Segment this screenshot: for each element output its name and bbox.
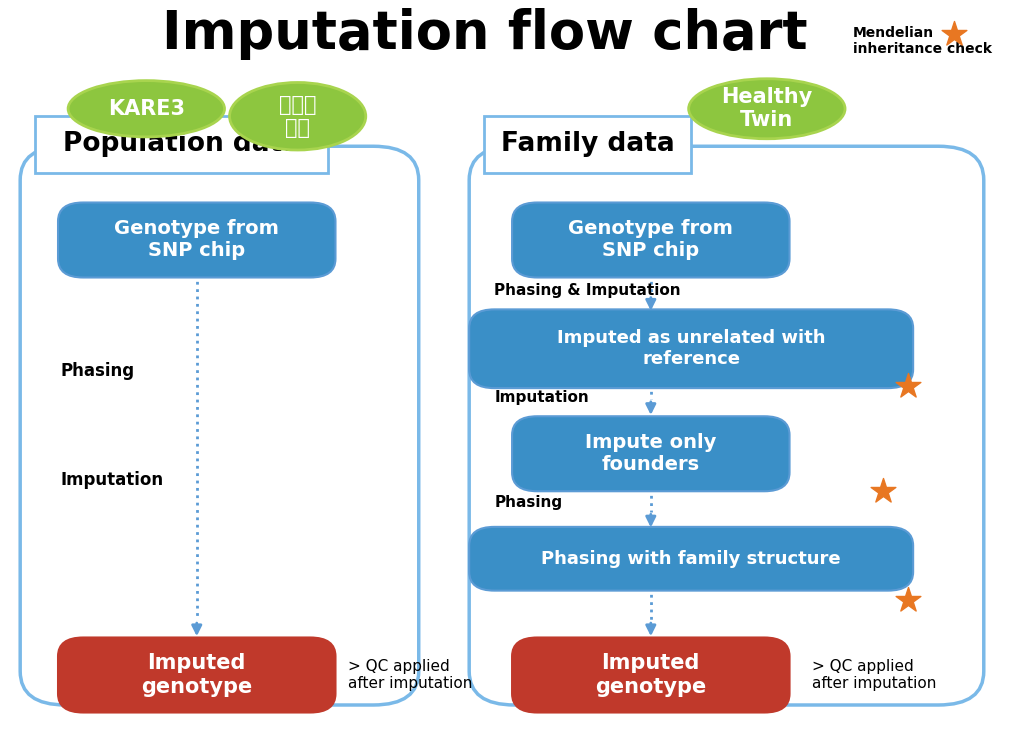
Text: Population data: Population data [63, 131, 301, 158]
Text: Phasing with family structure: Phasing with family structure [542, 550, 840, 568]
Point [900, 380, 916, 392]
Text: KARE3: KARE3 [108, 99, 185, 118]
Text: Imputed
genotype: Imputed genotype [595, 653, 706, 697]
Text: Impute only
founders: Impute only founders [585, 433, 716, 474]
Text: Genotype from
SNP chip: Genotype from SNP chip [568, 220, 734, 260]
FancyBboxPatch shape [59, 638, 335, 712]
Ellipse shape [68, 81, 225, 136]
Text: > QC applied
after imputation: > QC applied after imputation [348, 658, 472, 692]
Point [875, 485, 891, 497]
Text: Phasing: Phasing [61, 362, 134, 380]
FancyBboxPatch shape [512, 638, 789, 712]
Text: Healthy
Twin: Healthy Twin [721, 87, 812, 130]
FancyBboxPatch shape [512, 202, 789, 278]
Text: Family data: Family data [500, 131, 675, 158]
FancyBboxPatch shape [469, 309, 913, 388]
Ellipse shape [688, 79, 846, 139]
Point [945, 28, 962, 40]
FancyBboxPatch shape [512, 416, 789, 491]
Text: Imputed
genotype: Imputed genotype [141, 653, 252, 697]
Text: Imputed as unrelated with
reference: Imputed as unrelated with reference [557, 329, 825, 368]
Ellipse shape [229, 82, 365, 150]
FancyBboxPatch shape [484, 116, 691, 172]
Text: Genotype from
SNP chip: Genotype from SNP chip [114, 220, 279, 260]
Text: Imputation: Imputation [494, 390, 589, 405]
Text: > QC applied
after imputation: > QC applied after imputation [812, 658, 936, 692]
Text: 서울대
병원: 서울대 병원 [278, 94, 317, 138]
Point [900, 594, 916, 606]
Text: Phasing & Imputation: Phasing & Imputation [494, 283, 681, 298]
Text: Phasing: Phasing [494, 495, 563, 510]
FancyBboxPatch shape [469, 526, 913, 591]
FancyBboxPatch shape [35, 116, 328, 172]
Text: Mendelian
inheritance check: Mendelian inheritance check [853, 26, 992, 56]
FancyBboxPatch shape [59, 202, 335, 278]
Text: Imputation: Imputation [61, 471, 163, 489]
Text: Imputation flow chart: Imputation flow chart [161, 8, 807, 60]
